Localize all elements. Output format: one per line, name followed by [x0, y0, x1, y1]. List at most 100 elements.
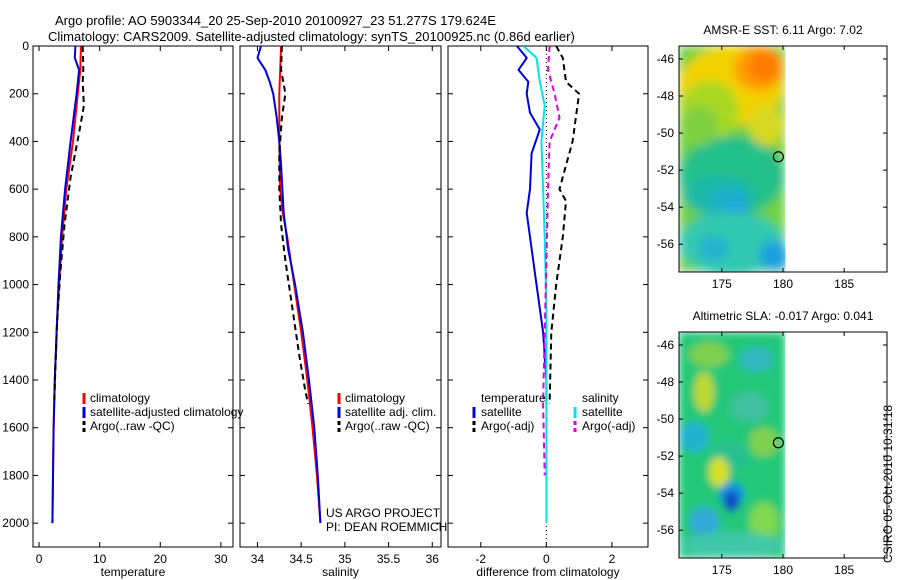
field-blob [694, 372, 714, 412]
y-tick-label: 1000 [2, 278, 29, 292]
map-title: AMSR-E SST: 6.11 Argo: 7.02 [703, 23, 863, 37]
x-tick-label: 0 [543, 552, 550, 566]
legend-label: Argo(..raw -QC) [90, 419, 175, 433]
header-line-1: Argo profile: AO 5903344_20 25-Sep-2010 … [55, 13, 496, 28]
y-tick-label: 0 [22, 39, 29, 53]
x-tick-label: -2 [475, 552, 486, 566]
axes-box [239, 45, 442, 548]
map-title: Altimetric SLA: -0.017 Argo: 0.041 [693, 309, 874, 323]
y-tick-label: 400 [9, 134, 29, 148]
y-tick-label: 1400 [2, 373, 29, 387]
series-line-salinity-satellite [522, 46, 548, 524]
series-line-climatology [278, 46, 322, 524]
legend-header-temperature: temperature [481, 391, 546, 405]
map-y-tick-label: -48 [657, 375, 675, 389]
field-blob [699, 236, 729, 261]
map-x-tick-label: 185 [834, 563, 854, 577]
x-tick-label: 36 [426, 552, 440, 566]
y-tick-label: 2000 [2, 516, 29, 530]
float-position-marker [772, 151, 784, 163]
profile-panel-salinity [239, 45, 442, 548]
map-y-tick-label: -52 [657, 163, 675, 177]
x-tick-label: 0 [36, 552, 43, 566]
series-line-argo-raw-qc- [278, 46, 310, 405]
series-line-argo-raw-qc- [53, 46, 85, 404]
map-y-tick-label: -50 [657, 126, 675, 140]
y-tick-label: 1200 [2, 325, 29, 339]
map-y-tick-label: -50 [657, 412, 675, 426]
field-blob [689, 342, 729, 367]
x-axis-label: difference from climatology [476, 565, 619, 579]
float-position-marker [772, 437, 784, 449]
legend-label: climatology [345, 391, 405, 405]
profile-panel-temperature [32, 45, 234, 548]
y-tick-label: 200 [9, 87, 29, 101]
legend: temperaturesatelliteArgo(-adj)salinitysa… [472, 391, 635, 433]
series-line-satellite-adj-clim- [256, 46, 322, 524]
x-axis-label: salinity [322, 565, 359, 579]
legend-label: Argo(..raw -QC) [345, 419, 430, 433]
y-tick-label: 1800 [2, 468, 29, 482]
sst-map [678, 45, 888, 273]
series-group [256, 46, 322, 524]
series-line-climatology [51, 46, 82, 524]
field-blob [749, 106, 784, 146]
field-blob [689, 507, 719, 537]
legend-label: satellite adj. clim. [345, 405, 436, 419]
legend-label: satellite [481, 405, 522, 419]
field-blob [729, 392, 769, 422]
map-x-tick-label: 175 [712, 563, 732, 577]
map-y-tick-label: -46 [657, 338, 675, 352]
field-blobs [679, 46, 789, 272]
field-blob [724, 492, 739, 512]
map-x-tick-label: 185 [834, 277, 854, 291]
x-tick-label: 10 [93, 552, 107, 566]
axes-box [32, 45, 234, 548]
field-image [679, 332, 887, 558]
x-tick-label: 35.5 [377, 552, 401, 566]
x-tick-label: 34 [251, 552, 265, 566]
x-tick-label: 34.5 [289, 552, 313, 566]
series-line-satellite-adjusted-climatology [51, 46, 81, 524]
page-header: Argo profile: AO 5903344_20 25-Sep-2010 … [0, 0, 900, 50]
legend-label: satellite [582, 405, 623, 419]
map-y-tick-label: -46 [657, 52, 675, 66]
field-blobs [679, 332, 786, 558]
legend-header-salinity: salinity [582, 391, 619, 405]
y-tick-label: 600 [9, 182, 29, 196]
field-blob [679, 106, 719, 146]
x-tick-label: 20 [154, 552, 168, 566]
field-image [679, 46, 887, 272]
x-tick-label: 2 [609, 552, 616, 566]
map-y-tick-label: -48 [657, 89, 675, 103]
x-tick-label: 35 [338, 552, 352, 566]
legend-label: Argo(-adj) [582, 419, 635, 433]
field-blob [749, 502, 779, 542]
credit-project: US ARGO PROJECT [326, 506, 441, 520]
series-group [516, 46, 581, 524]
field-blob [679, 532, 784, 558]
field-blob [709, 457, 729, 487]
map-y-tick-label: -54 [657, 486, 675, 500]
series-line-salinity-argo-adj- [542, 46, 561, 476]
credit-pi: PI: DEAN ROEMMICH [326, 520, 448, 534]
series-group [51, 46, 85, 524]
field-blob [679, 422, 709, 452]
field-blob [749, 427, 779, 457]
legend-label: climatology [90, 391, 150, 405]
x-tick-label: 30 [214, 552, 228, 566]
legend-label: satellite-adjusted climatology [90, 405, 243, 419]
y-tick-label: 800 [9, 230, 29, 244]
x-axis-label: temperature [101, 565, 166, 579]
map-x-tick-label: 180 [773, 277, 793, 291]
map-x-tick-label: 175 [712, 277, 732, 291]
legend-label: Argo(-adj) [481, 419, 534, 433]
header-line-2: Climatology: CARS2009. Satellite-adjuste… [48, 29, 575, 44]
field-blob [749, 51, 779, 81]
y-tick-label: 1600 [2, 421, 29, 435]
field-blob [739, 347, 774, 372]
series-line-temperature-argo-adj- [548, 46, 581, 404]
